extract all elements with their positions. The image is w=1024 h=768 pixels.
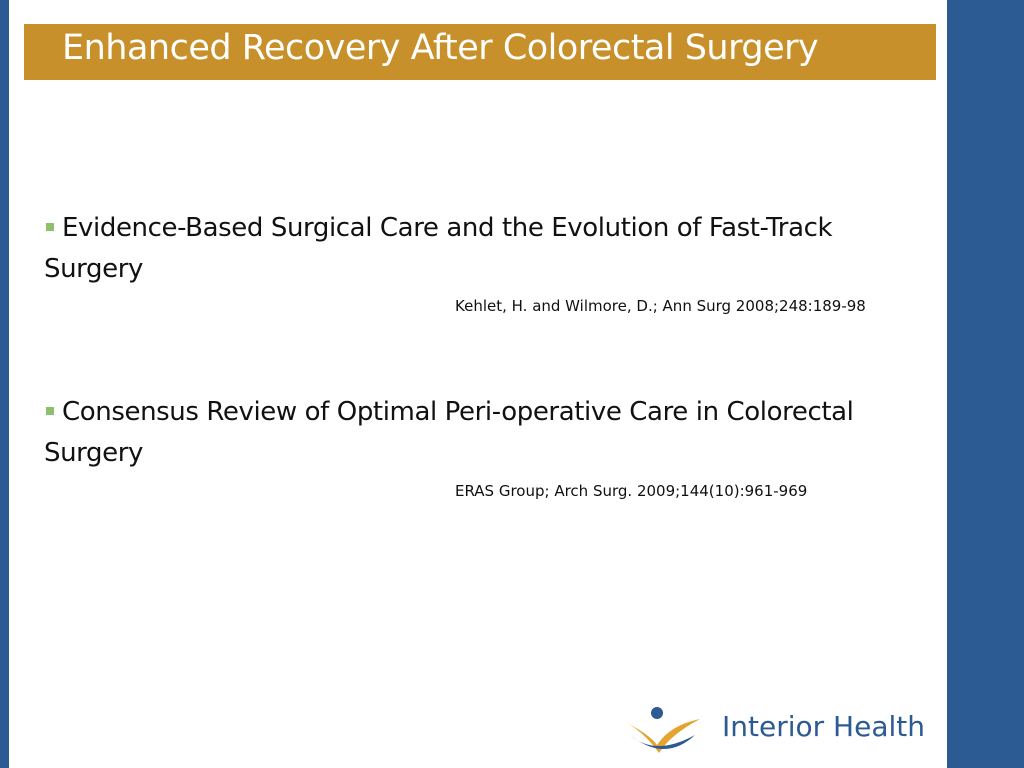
bullet-text: Consensus Review of Optimal Peri-operati… (44, 397, 854, 468)
bullet-text: Evidence-Based Surgical Care and the Evo… (44, 213, 833, 284)
bullet: Evidence-Based Surgical Care and the Evo… (44, 208, 939, 290)
logo-icon (627, 707, 700, 753)
left-bar (0, 0, 9, 768)
title: Enhanced Recovery After Colorectal Surge… (62, 28, 819, 68)
citation: ERAS Group; Arch Surg. 2009;144(10):961-… (455, 482, 808, 500)
citation: Kehlet, H. and Wilmore, D.; Ann Surg 200… (455, 297, 866, 315)
right-bar (947, 0, 1024, 768)
logo-text: Interior Health (722, 710, 925, 743)
bullet: Consensus Review of Optimal Peri-operati… (44, 392, 939, 474)
title-bar: Enhanced Recovery After Colorectal Surge… (24, 24, 936, 80)
